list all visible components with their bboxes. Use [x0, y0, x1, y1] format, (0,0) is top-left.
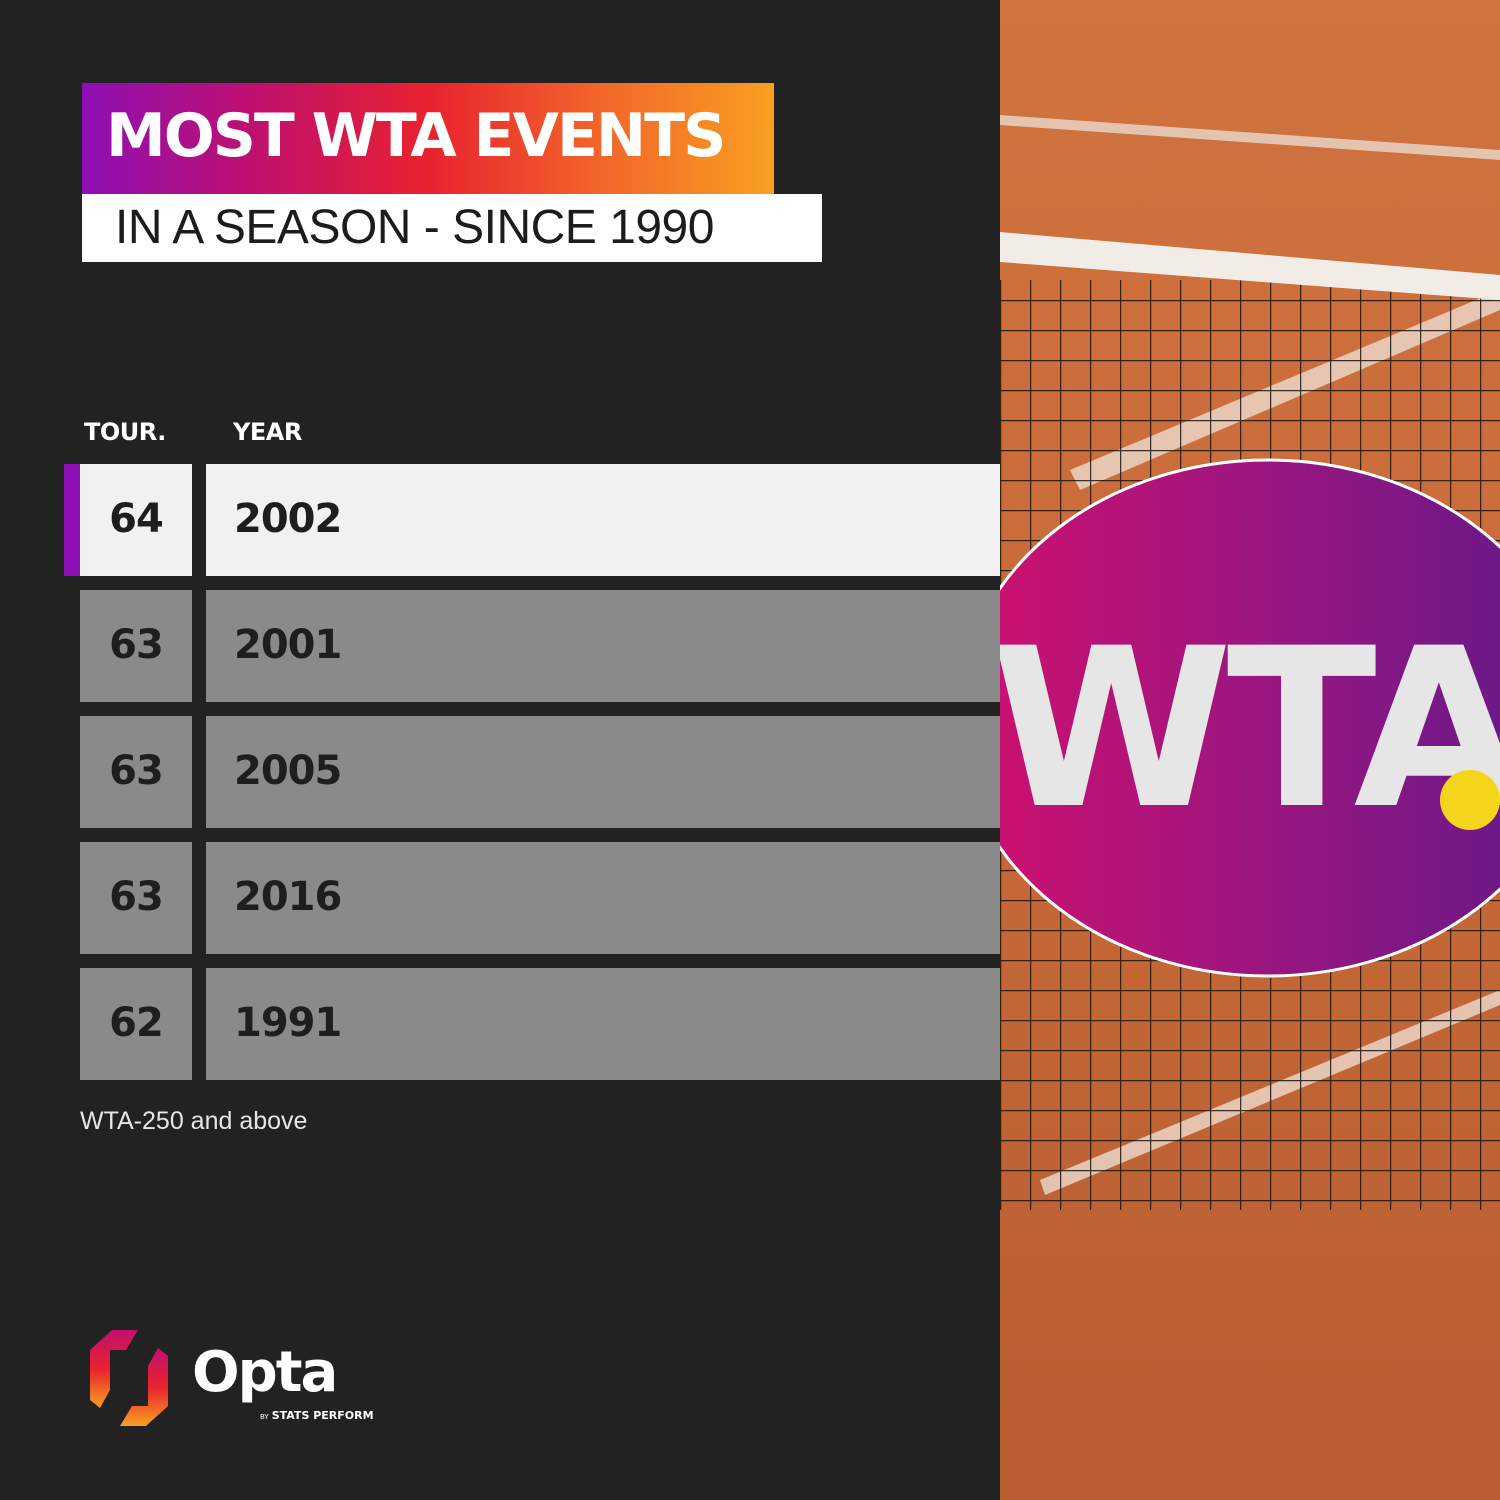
page-title: MOST WTA EVENTS — [106, 101, 726, 171]
year-value: 1991 — [234, 1000, 342, 1046]
tour-value: 63 — [109, 748, 164, 794]
subtitle-banner: IN A SEASON - SINCE 1990 — [82, 194, 822, 262]
infographic-panel: MOST WTA EVENTS IN A SEASON - SINCE 1990… — [64, 83, 1000, 1426]
highlight-accent-bar — [64, 464, 80, 576]
table-row: 63 2001 — [80, 590, 1000, 702]
page-subtitle: IN A SEASON - SINCE 1990 — [115, 201, 714, 254]
wta-sign-text: WTA — [1000, 601, 1500, 857]
year-cell: 2005 — [206, 716, 1000, 828]
table-row: 62 1991 — [80, 968, 1000, 1080]
year-cell: 1991 — [206, 968, 1000, 1080]
footnote: WTA-250 and above — [80, 1107, 308, 1135]
tour-value: 62 — [109, 1000, 164, 1046]
tour-value: 63 — [109, 874, 164, 920]
year-value: 2005 — [234, 748, 342, 794]
opta-wordmark: Opta — [192, 1340, 338, 1405]
table-row: 63 2005 — [80, 716, 1000, 828]
tour-cell: 62 — [80, 968, 192, 1080]
year-value: 2001 — [234, 622, 342, 668]
opta-tagline: BY STATS PERFORM — [260, 1409, 374, 1422]
table-row: 64 2002 — [64, 464, 1000, 576]
column-header-tour: TOUR. — [84, 418, 166, 446]
title-banner: MOST WTA EVENTS — [82, 83, 774, 194]
tour-value: 64 — [109, 496, 164, 542]
year-cell: 2002 — [206, 464, 1000, 576]
tennis-net-photo: WTA — [1000, 0, 1500, 1500]
tour-cell: 64 — [80, 464, 192, 576]
logo-tagline-text: STATS PERFORM — [271, 1409, 374, 1422]
opta-logo-icon — [90, 1330, 168, 1426]
year-cell: 2016 — [206, 842, 1000, 954]
year-value: 2002 — [234, 496, 342, 542]
logo-by: BY — [260, 1413, 269, 1421]
tour-value: 63 — [109, 622, 164, 668]
tour-cell: 63 — [80, 590, 192, 702]
clay-court-image: WTA — [1000, 0, 1500, 1500]
table-row: 63 2016 — [80, 842, 1000, 954]
tour-cell: 63 — [80, 842, 192, 954]
tour-cell: 63 — [80, 716, 192, 828]
year-value: 2016 — [234, 874, 342, 920]
year-cell: 2001 — [206, 590, 1000, 702]
column-header-year: YEAR — [233, 418, 302, 446]
